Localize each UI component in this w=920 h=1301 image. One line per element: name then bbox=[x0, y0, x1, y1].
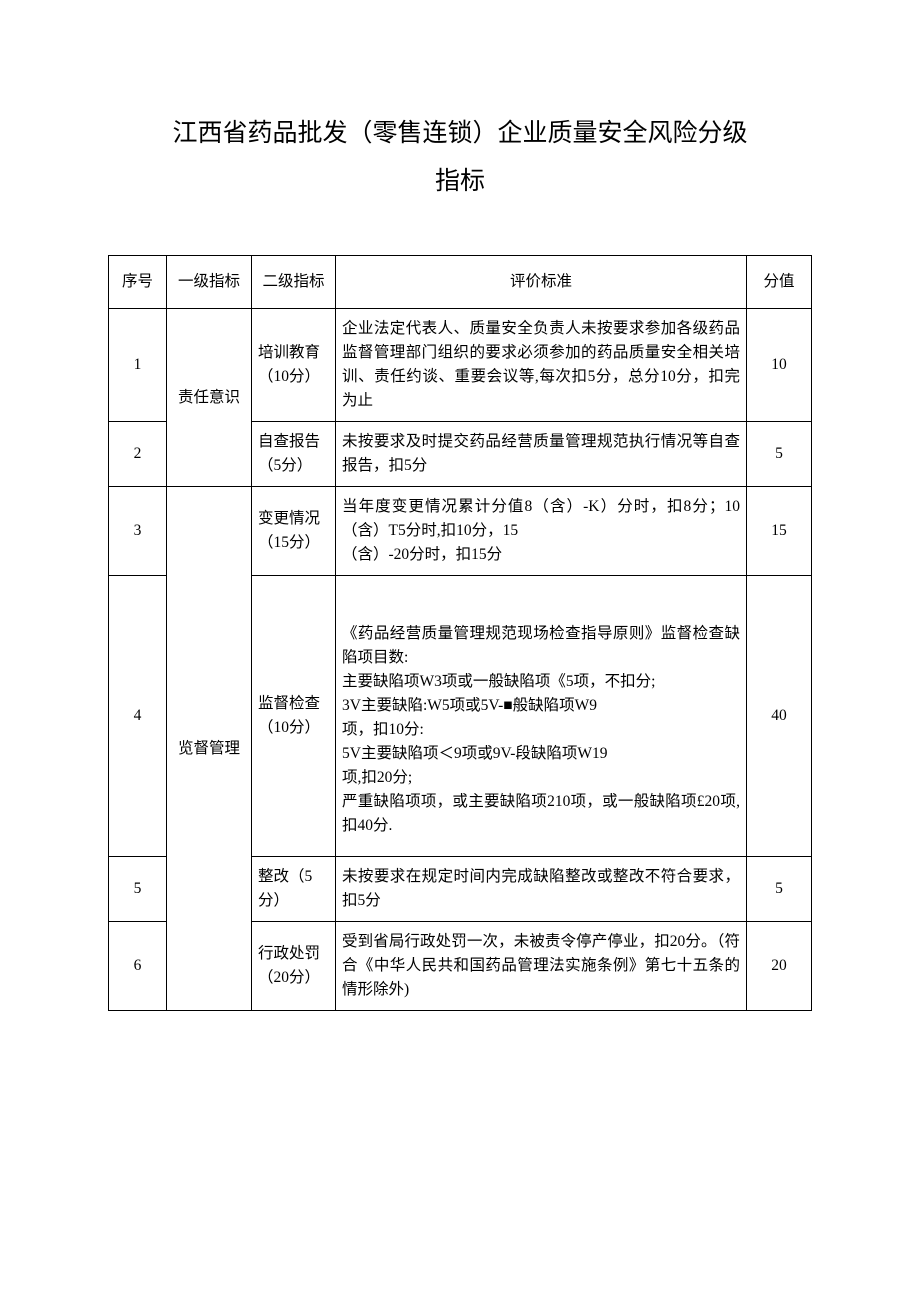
cell-score: 5 bbox=[747, 857, 812, 922]
cell-seq: 4 bbox=[109, 576, 167, 857]
cell-crit: 受到省局行政处罚一次，未被责令停产停业，扣20分。（符合《中华人民共和国药品管理… bbox=[336, 922, 747, 1011]
cell-score: 40 bbox=[747, 576, 812, 857]
cell-lvl2: 变更情况（15分） bbox=[252, 487, 336, 576]
cell-seq: 2 bbox=[109, 422, 167, 487]
cell-crit: 《药品经营质量管理规范现场检查指导原则》监督检查缺陷项目数:主要缺陷项W3项或一… bbox=[336, 576, 747, 857]
cell-crit: 企业法定代表人、质量安全负责人未按要求参加各级药品监督管理部门组织的要求必须参加… bbox=[336, 309, 747, 422]
title-line-1: 江西省药品批发（零售连锁）企业质量安全风险分级 bbox=[172, 120, 747, 147]
cell-seq: 3 bbox=[109, 487, 167, 576]
cell-crit: 未按要求及时提交药品经营质量管理规范执行情况等自查报告，扣5分 bbox=[336, 422, 747, 487]
cell-crit: 未按要求在规定时间内完成缺陷整改或整改不符合要求，扣5分 bbox=[336, 857, 747, 922]
cell-crit: 当年度变更情况累计分值8（含）-K）分时，扣8分；10（含）T5分时,扣10分，… bbox=[336, 487, 747, 576]
header-seq: 序号 bbox=[109, 256, 167, 309]
cell-lvl1-responsibility: 责任意识 bbox=[167, 309, 252, 487]
cell-seq: 6 bbox=[109, 922, 167, 1011]
cell-score: 15 bbox=[747, 487, 812, 576]
cell-lvl2: 整改（5分） bbox=[252, 857, 336, 922]
cell-lvl1-supervision: 览督管理 bbox=[167, 487, 252, 1011]
cell-seq: 5 bbox=[109, 857, 167, 922]
cell-score: 20 bbox=[747, 922, 812, 1011]
cell-lvl2: 监督检查（10分） bbox=[252, 576, 336, 857]
cell-lvl2: 行政处罚（20分） bbox=[252, 922, 336, 1011]
header-score: 分值 bbox=[747, 256, 812, 309]
table-header-row: 序号 一级指标 二级指标 评价标准 分值 bbox=[109, 256, 812, 309]
header-crit: 评价标准 bbox=[336, 256, 747, 309]
title-line-2: 指标 bbox=[435, 168, 485, 195]
cell-score: 10 bbox=[747, 309, 812, 422]
cell-lvl2: 自查报告（5分） bbox=[252, 422, 336, 487]
table-row: 3 览督管理 变更情况（15分） 当年度变更情况累计分值8（含）-K）分时，扣8… bbox=[109, 487, 812, 576]
document-title: 江西省药品批发（零售连锁）企业质量安全风险分级 指标 bbox=[108, 110, 812, 205]
risk-grading-table: 序号 一级指标 二级指标 评价标准 分值 1 责任意识 培训教育（10分） 企业… bbox=[108, 255, 812, 1011]
header-lvl1: 一级指标 bbox=[167, 256, 252, 309]
table-row: 1 责任意识 培训教育（10分） 企业法定代表人、质量安全负责人未按要求参加各级… bbox=[109, 309, 812, 422]
header-lvl2: 二级指标 bbox=[252, 256, 336, 309]
cell-seq: 1 bbox=[109, 309, 167, 422]
cell-lvl2: 培训教育（10分） bbox=[252, 309, 336, 422]
cell-score: 5 bbox=[747, 422, 812, 487]
